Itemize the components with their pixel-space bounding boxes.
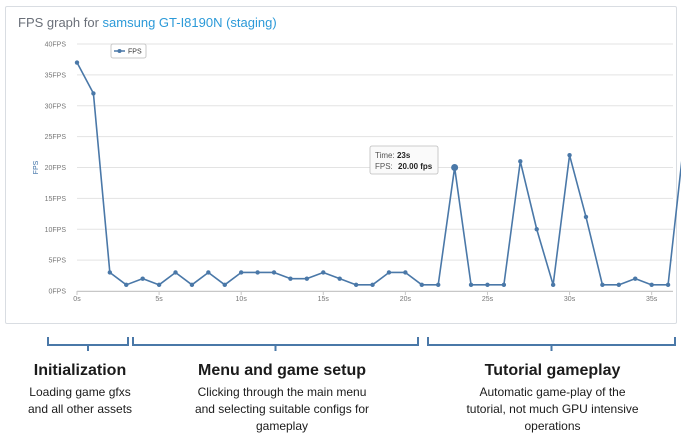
series-line-fps (76, 62, 681, 286)
data-point (600, 282, 605, 288)
svg-text:FPS: 20.00 fps: FPS: 20.00 fps (375, 162, 433, 171)
tooltip-fps-value: 20.00 fps (398, 162, 433, 171)
y-tick-label: 15FPS (45, 196, 67, 203)
phase-bracket (427, 337, 676, 351)
phase-bracket (132, 337, 419, 351)
annotation-initialization-title: Initialization (33, 362, 127, 379)
legend-label-fps: FPS (128, 49, 142, 56)
annotation-tutorial-description: Automatic game-play of the tutorial, not… (440, 384, 665, 435)
y-tick-label: 0FPS (48, 289, 66, 296)
chart-legend[interactable]: FPS (110, 43, 147, 59)
tooltip-time-value: 23s (397, 151, 411, 160)
svg-text:Time: 23s: Time: 23s (375, 151, 411, 160)
data-point (156, 282, 162, 288)
data-point (451, 164, 459, 171)
data-point (534, 227, 539, 232)
y-tick-label: 35FPS (45, 72, 67, 79)
data-point (665, 282, 671, 288)
phase-bracket (47, 337, 129, 351)
annotation-initialization-description: Loading game gfxs and all other assets (10, 384, 150, 418)
annotation-line: Loading game gfxs (29, 385, 131, 399)
data-point (288, 276, 293, 281)
y-tick-label: 30FPS (45, 103, 67, 110)
data-point (386, 270, 392, 275)
data-point (550, 282, 556, 288)
data-point (419, 282, 424, 288)
data-point (91, 91, 96, 96)
data-point (649, 282, 654, 288)
data-point (238, 270, 244, 275)
fps-graph-panel: FPS graph for samsung GT-I8190N (staging… (5, 6, 677, 324)
x-tick-label: 10s (236, 296, 248, 303)
x-tick-label: 25s (482, 296, 494, 303)
data-point (321, 270, 326, 275)
panel-title-prefix: FPS graph for (18, 15, 103, 30)
x-tick-label: 30s (564, 296, 576, 303)
annotation-tutorial-title: Tutorial gameplay (484, 362, 621, 379)
x-tick-label: 35s (646, 296, 658, 303)
data-point (633, 276, 638, 281)
y-tick-label: 5FPS (48, 258, 66, 265)
data-point (189, 282, 195, 288)
y-tick-label: 20FPS (45, 165, 67, 172)
data-point (353, 282, 359, 288)
data-point (124, 282, 129, 288)
data-point (304, 276, 310, 281)
data-point (583, 214, 589, 220)
data-point (518, 159, 523, 164)
annotation-line: Clicking through the main menu (197, 385, 367, 399)
annotation-line: and all other assets (27, 402, 133, 416)
data-point (206, 270, 211, 275)
data-point (337, 276, 342, 281)
data-point (403, 270, 408, 275)
panel-title: FPS graph for samsung GT-I8190N (staging… (18, 15, 277, 30)
tooltip-time-label: Time: (375, 151, 397, 160)
phase-brackets (47, 337, 676, 351)
series-fps (74, 60, 681, 288)
x-tick-label: 20s (400, 296, 412, 303)
data-point (616, 282, 622, 288)
annotation-line: tutorial, not much GPU intensive (466, 402, 639, 416)
data-point (501, 282, 507, 288)
annotation-line: operations (524, 419, 581, 433)
data-point (468, 282, 474, 288)
data-point (370, 282, 375, 288)
chart-tooltip: Time: 23s FPS: 20.00 fps (369, 145, 439, 175)
chart-axes: 0FPS 5FPS 10FPS 15FPS 20FPS 25FPS 30FPS 35FPS 40… (33, 42, 673, 303)
y-tick-label: 10FPS (45, 227, 67, 234)
y-tick-label: 40FPS (45, 42, 67, 49)
y-axis-title: FPS (33, 160, 40, 174)
annotation-menu-setup-title: Menu and game setup (197, 362, 367, 379)
device-link[interactable]: samsung GT-I8190N (staging) (102, 15, 277, 30)
data-point (222, 282, 227, 288)
data-point (485, 282, 490, 288)
x-tick-label: 15s (318, 296, 330, 303)
data-point (74, 60, 80, 65)
data-point (255, 270, 260, 275)
annotation-menu-setup-description: Clicking through the main menu and selec… (172, 384, 392, 435)
data-point (140, 276, 145, 281)
x-tick-label: 5s (155, 296, 163, 303)
x-tick-label: 0s (73, 296, 81, 303)
annotation-line: and selecting suitable configs for (194, 402, 370, 416)
y-tick-label: 25FPS (45, 134, 67, 141)
data-point (271, 270, 277, 275)
data-point (436, 282, 441, 288)
data-point (107, 270, 113, 275)
annotation-line: Automatic game-play of the (479, 385, 626, 399)
data-point (567, 152, 572, 158)
data-point (173, 270, 178, 275)
annotation-line: gameplay (255, 419, 309, 433)
tooltip-fps-label: FPS: (375, 162, 395, 171)
